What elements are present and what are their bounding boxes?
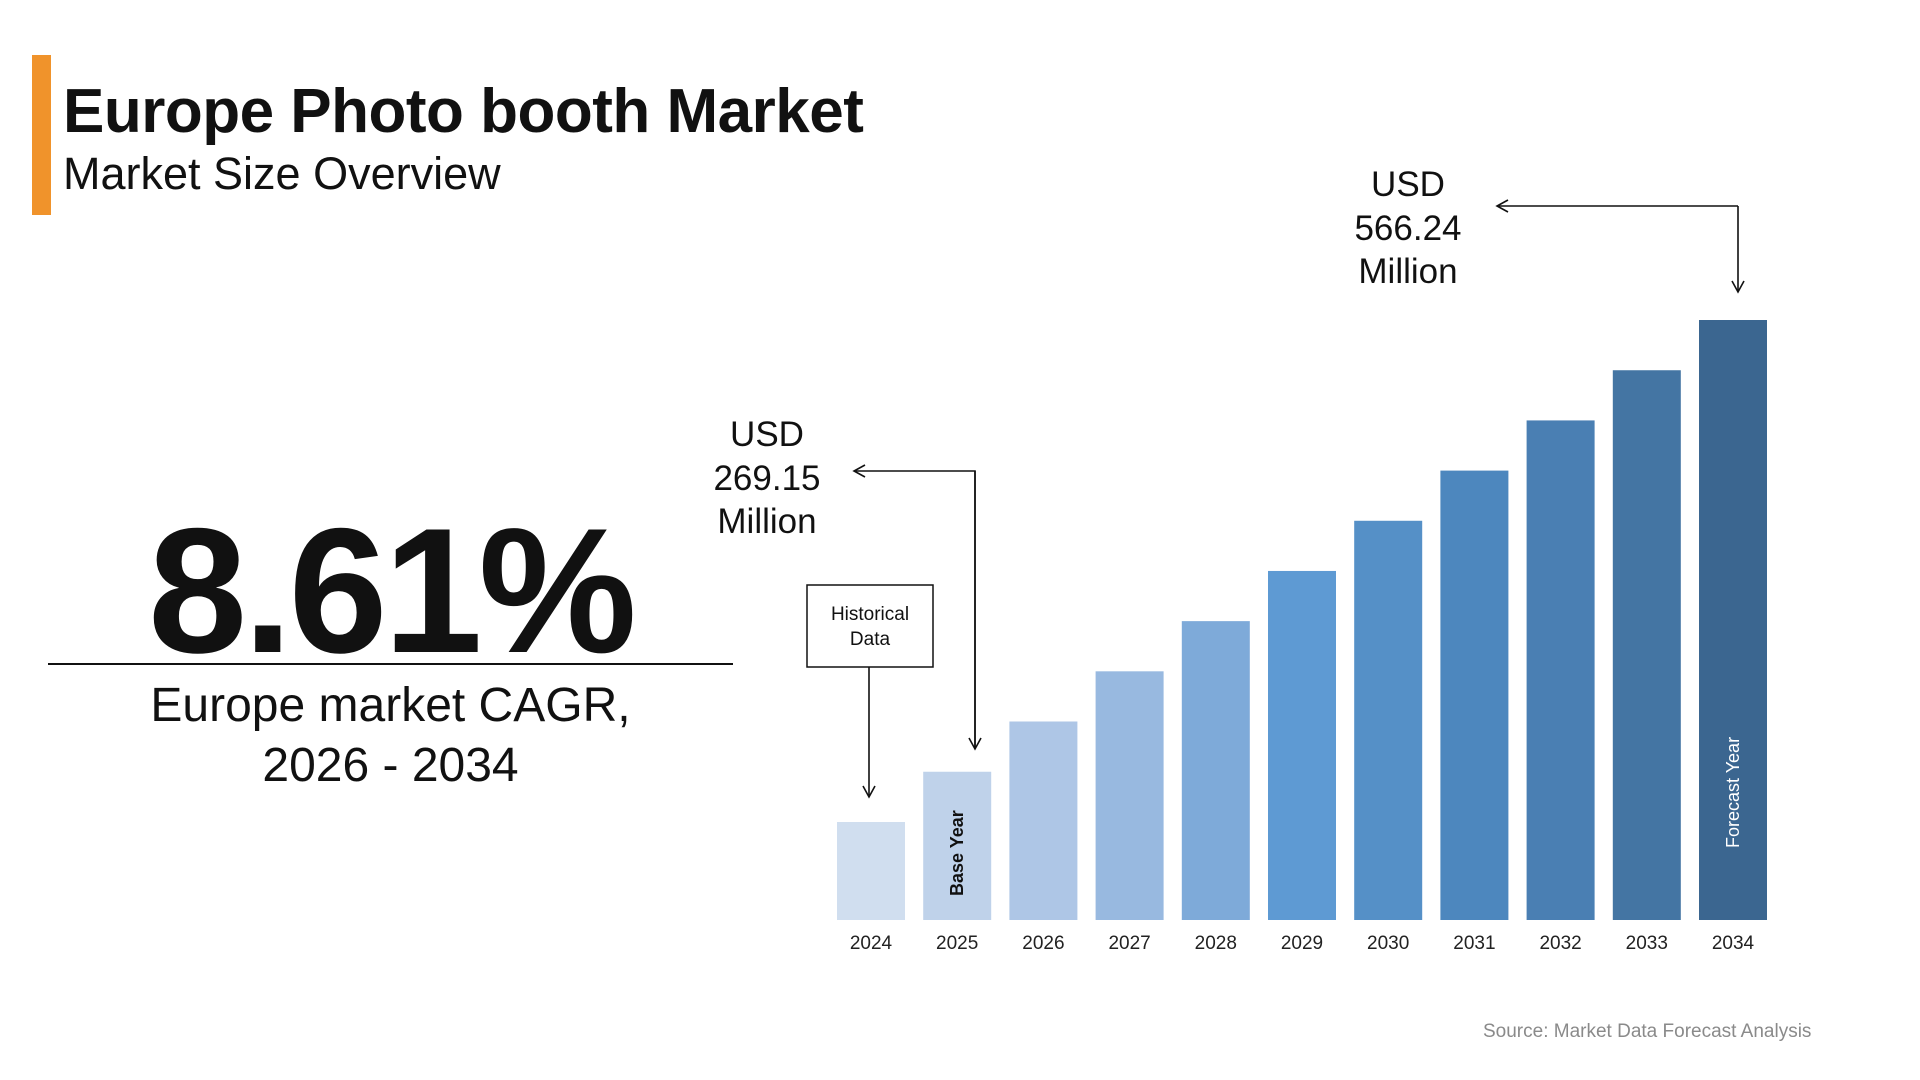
x-tick-label: 2026 (1022, 933, 1064, 954)
bar-2034 (1699, 320, 1767, 920)
x-axis-ticks: 2024 2025 2026 2027 2028 2029 2030 2031 2032 2033… (850, 933, 1755, 954)
bar-2028 (1181, 621, 1250, 920)
x-tick-label: 2025 (936, 933, 978, 954)
page-subtitle: Market Size Overview (63, 148, 501, 199)
base-value-number: 269.15 (713, 459, 820, 498)
forecast-value-unit: Million (1358, 252, 1457, 291)
historical-box-line1: Historical (831, 604, 909, 625)
base-year-label: Base Year (947, 810, 967, 896)
x-tick-label: 2031 (1453, 933, 1495, 954)
bar-2025 (923, 771, 992, 920)
page-title: Europe Photo booth Market (63, 77, 864, 146)
bar-2024 (837, 822, 905, 920)
bar-2033 (1612, 370, 1681, 921)
base-value-unit: Million (717, 502, 816, 541)
x-tick-label: 2027 (1108, 933, 1150, 954)
cagr-label-line1: Europe market CAGR, (150, 679, 631, 732)
bar-2027 (1095, 671, 1164, 920)
x-tick-label: 2030 (1367, 933, 1409, 954)
bar-2026 (1009, 721, 1078, 920)
title-accent-bar (32, 55, 51, 215)
forecast-year-label: Forecast Year (1723, 737, 1743, 848)
bar-2029 (1268, 570, 1336, 920)
historical-box-line2: Data (850, 629, 891, 650)
bar-2031 (1440, 470, 1509, 920)
x-tick-label: 2028 (1195, 933, 1237, 954)
base-value-usd: USD (730, 415, 804, 454)
cagr-divider (48, 663, 733, 665)
x-tick-label: 2024 (850, 933, 893, 954)
forecast-value-usd: USD (1371, 165, 1445, 204)
forecast-value-number: 566.24 (1354, 209, 1461, 248)
bar-2030 (1354, 520, 1423, 920)
cagr-label-line2: 2026 - 2034 (262, 739, 519, 792)
x-tick-label: 2034 (1712, 933, 1755, 954)
x-tick-label: 2033 (1626, 933, 1668, 954)
cagr-label: Europe market CAGR, 2026 - 2034 (48, 676, 733, 796)
historical-data-box (806, 584, 934, 668)
bar-2032 (1526, 420, 1595, 920)
cagr-value: 8.61% (148, 491, 637, 690)
x-tick-label: 2029 (1281, 933, 1323, 954)
bars-group (837, 320, 1767, 921)
source-note: Source: Market Data Forecast Analysis (1483, 1021, 1812, 1042)
x-tick-label: 2032 (1539, 933, 1581, 954)
